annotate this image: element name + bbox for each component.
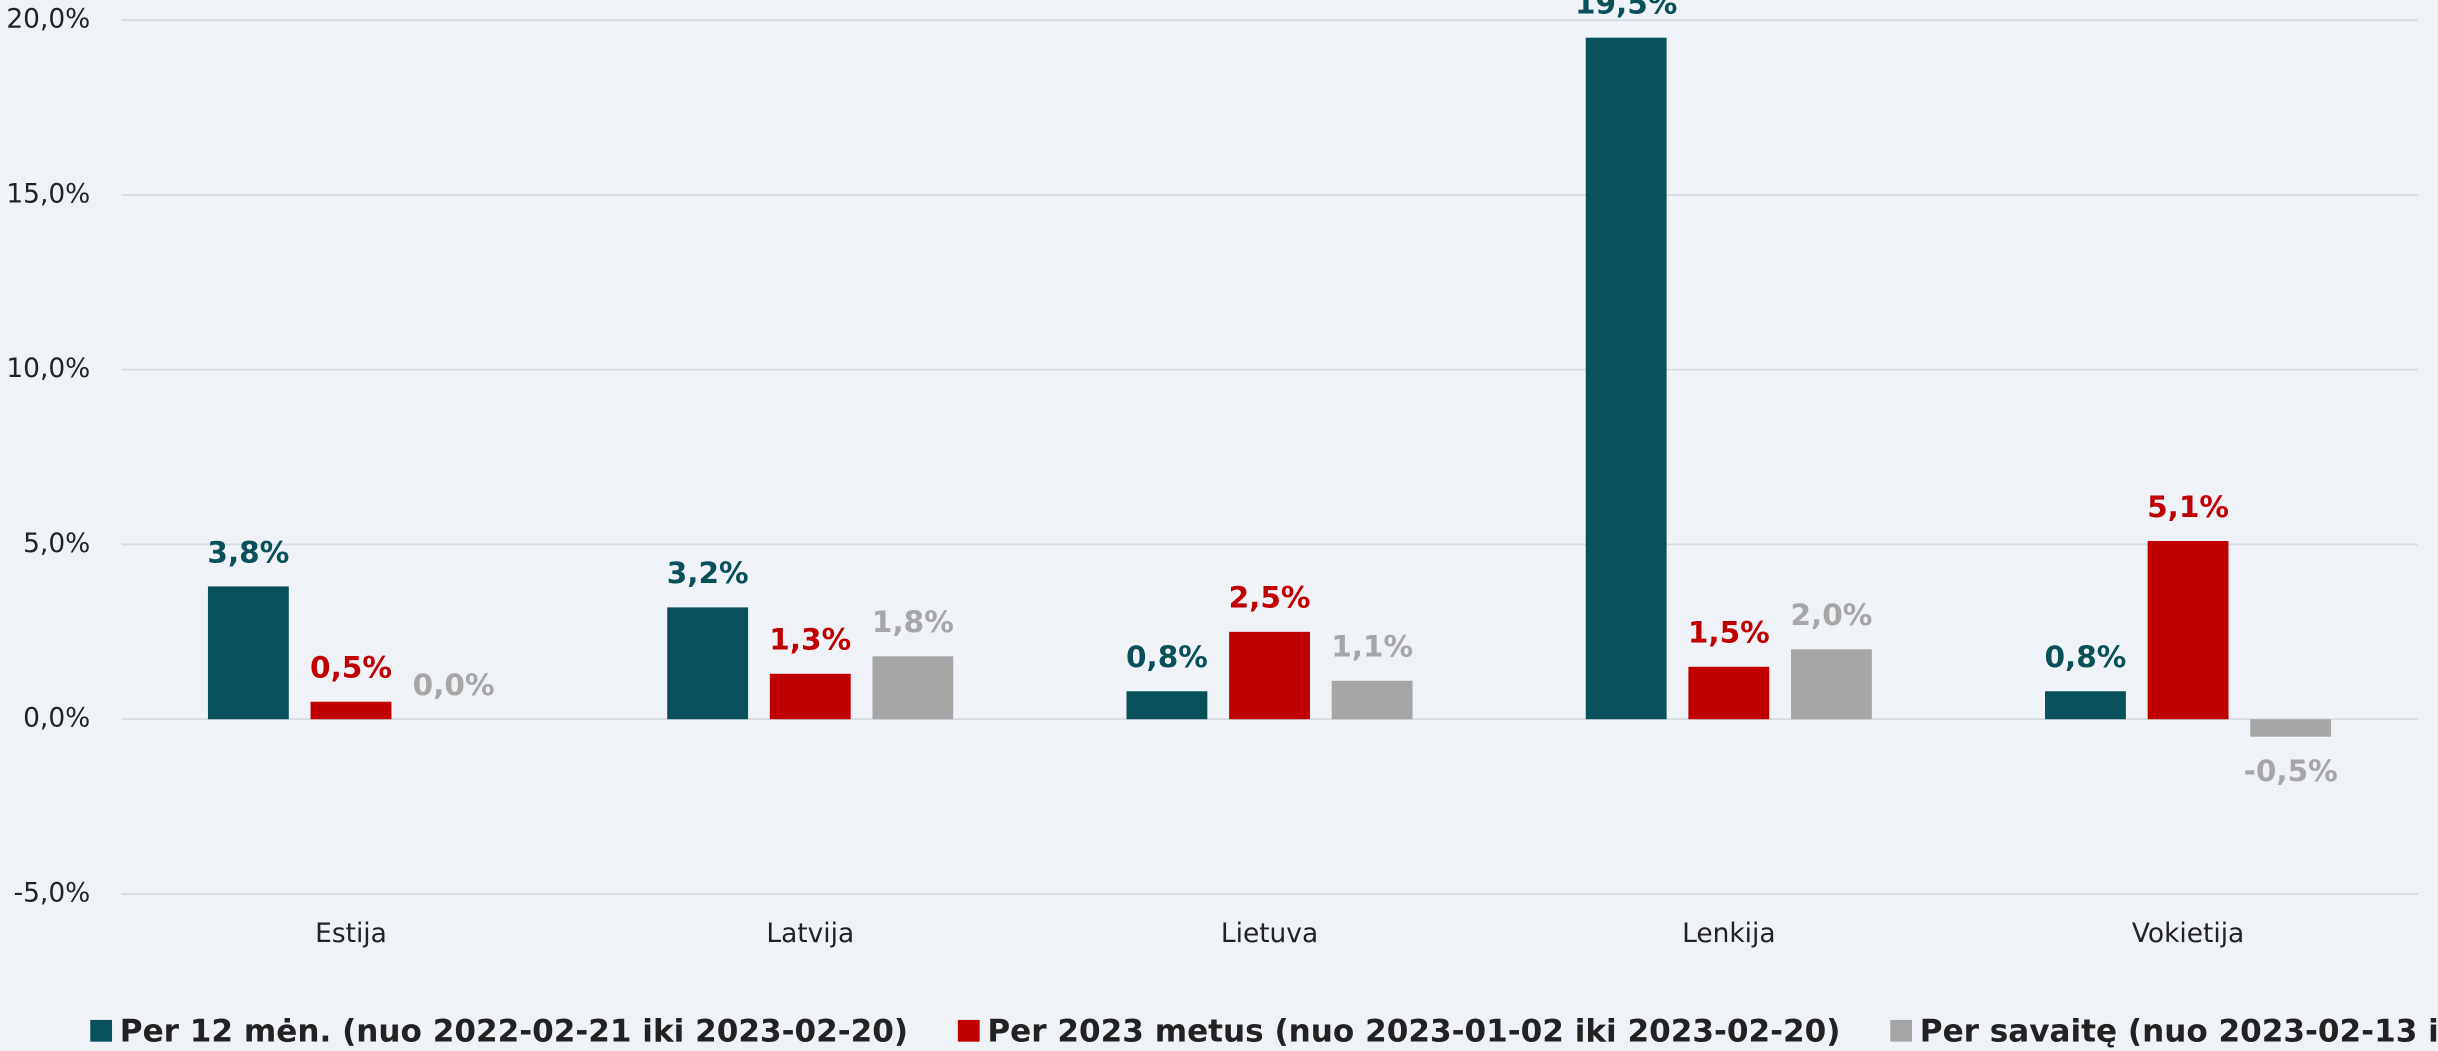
- legend-label: Per savaitę (nuo 2023-02-13 iki 2023-02-…: [1920, 1013, 2438, 1049]
- y-tick-label: -5,0%: [14, 877, 91, 908]
- x-tick-label: Vokietija: [2132, 918, 2244, 949]
- y-tick-label: 5,0%: [23, 528, 90, 559]
- value-label: 2,5%: [1229, 581, 1311, 615]
- value-label: 3,2%: [667, 556, 749, 590]
- bar: [207, 586, 289, 720]
- bar: [1688, 666, 1770, 720]
- value-label: 1,3%: [769, 623, 851, 657]
- value-label: 0,0%: [413, 668, 495, 702]
- legend-label: Per 2023 metus (nuo 2023-01-02 iki 2023-…: [987, 1013, 1840, 1049]
- value-label: 1,1%: [1331, 630, 1413, 664]
- value-label: 0,8%: [1126, 640, 1208, 674]
- legend-swatch: [90, 1019, 113, 1042]
- bar: [667, 607, 749, 720]
- bar: [2147, 540, 2229, 720]
- bar: [769, 673, 851, 720]
- y-tick-label: 10,0%: [6, 353, 90, 384]
- x-tick-label: Lietuva: [1221, 918, 1318, 949]
- bar: [1126, 691, 1208, 720]
- value-label: 1,5%: [1688, 616, 1770, 650]
- bar: [310, 701, 392, 720]
- y-tick-label: 0,0%: [23, 703, 90, 734]
- bar: [1331, 680, 1413, 720]
- bar: [872, 656, 954, 720]
- x-tick-label: Lenkija: [1682, 918, 1775, 949]
- value-label: 1,8%: [872, 605, 954, 639]
- legend-swatch: [1890, 1019, 1913, 1042]
- value-label: 0,8%: [2045, 640, 2127, 674]
- bar: [1585, 37, 1667, 720]
- y-tick-label: 20,0%: [6, 4, 90, 35]
- value-label: 5,1%: [2147, 490, 2229, 524]
- bar: [1790, 649, 1872, 720]
- value-label: 3,8%: [207, 535, 289, 569]
- bar: [2045, 691, 2126, 720]
- legend-swatch: [957, 1019, 980, 1042]
- x-tick-label: Latvija: [766, 918, 854, 949]
- bar: [1229, 631, 1310, 720]
- value-label: -0,5%: [2244, 754, 2338, 788]
- legend-label: Per 12 mėn. (nuo 2022-02-21 iki 2023-02-…: [120, 1013, 908, 1049]
- value-label: 19,5%: [1575, 0, 1677, 21]
- x-tick-label: Estija: [315, 918, 387, 949]
- y-tick-label: 15,0%: [6, 178, 90, 209]
- value-label: 0,5%: [310, 651, 392, 685]
- bar: [2250, 719, 2332, 737]
- value-label: 2,0%: [1790, 598, 1872, 632]
